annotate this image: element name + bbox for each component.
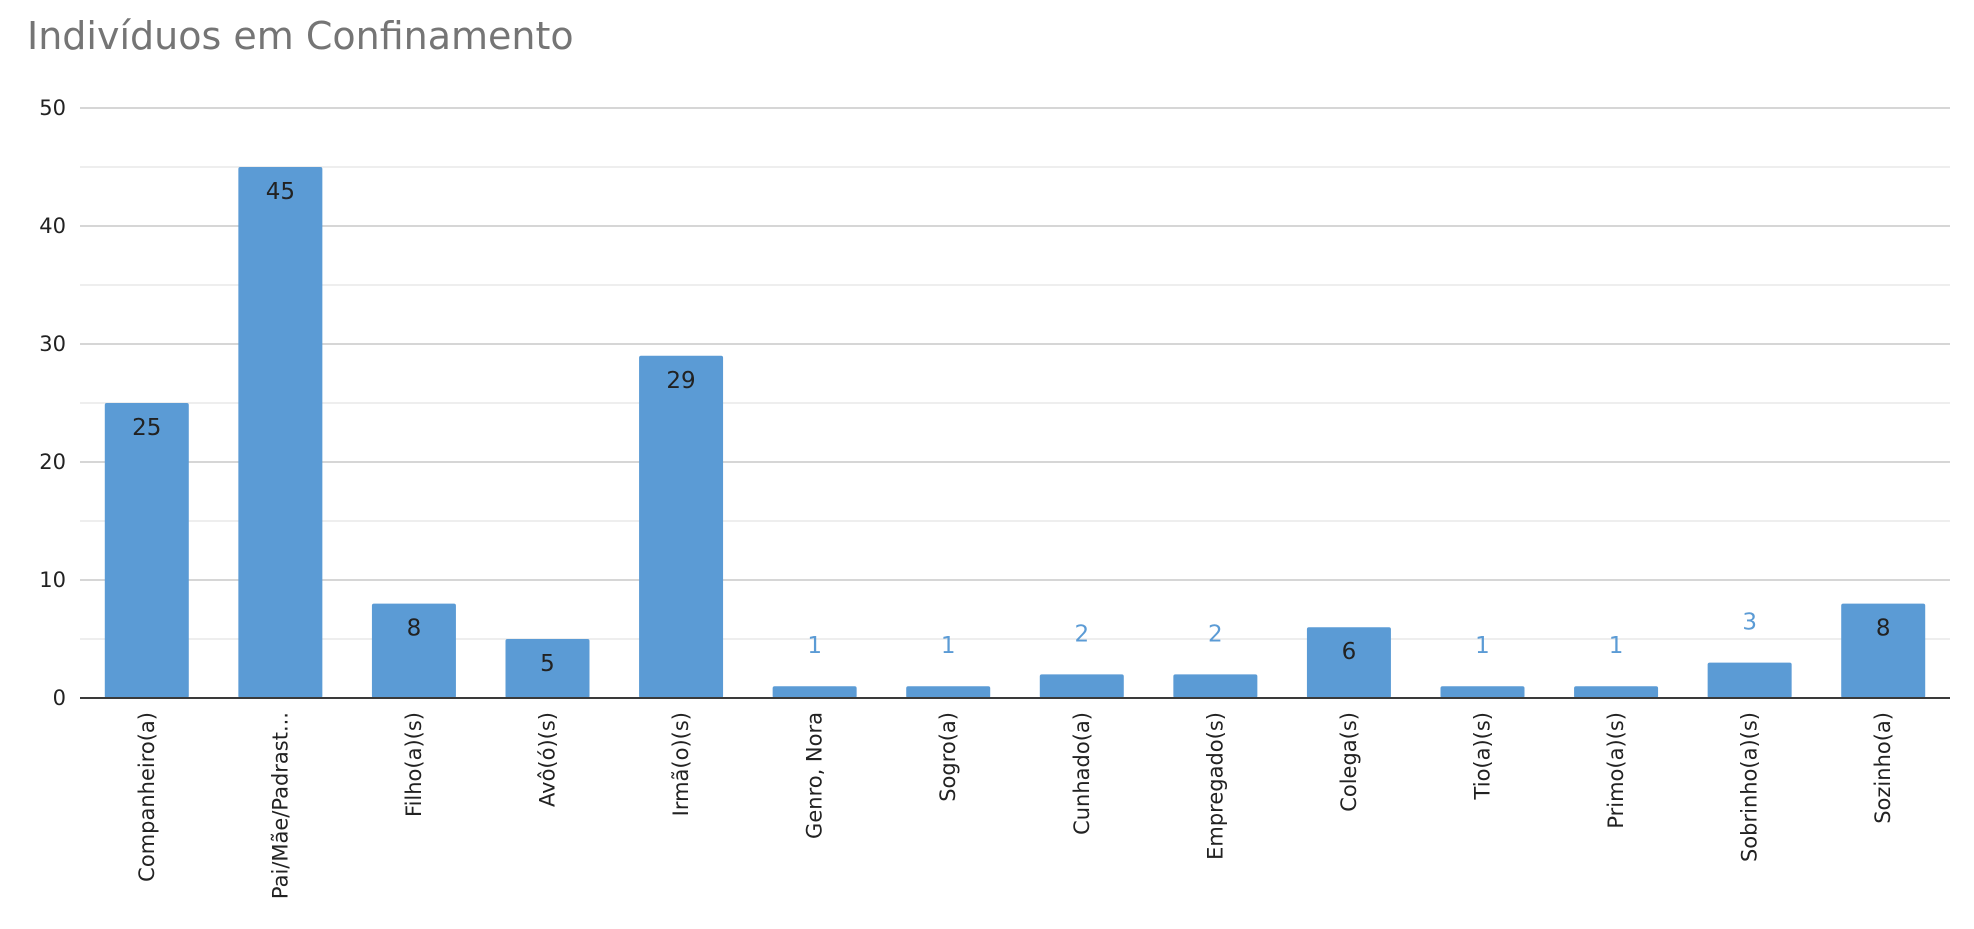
y-tick-label: 0	[53, 686, 66, 710]
bar	[1841, 603, 1926, 698]
bar	[505, 639, 590, 698]
x-axis-category-labels: Companheiro(a) Pai/Mãe/Padrast... Filho(a)…	[135, 712, 1895, 899]
data-label: 8	[1876, 616, 1891, 642]
x-category-label: Companheiro(a)	[135, 712, 159, 882]
bar	[1574, 686, 1659, 698]
y-tick-label: 50	[39, 96, 66, 120]
x-category-label: Tio(a)(s)	[1471, 712, 1495, 800]
bar	[1306, 627, 1391, 698]
x-category-label: Primo(a)(s)	[1604, 712, 1628, 829]
data-label: 1	[941, 633, 956, 659]
bar	[371, 603, 456, 698]
x-category-label: Sobrinho(a)(s)	[1738, 712, 1762, 862]
x-category-label: Filho(a)(s)	[402, 712, 426, 817]
bar	[1707, 662, 1792, 698]
bars	[104, 167, 1926, 698]
y-tick-label: 40	[39, 214, 66, 238]
bar	[238, 167, 323, 698]
x-category-label: Cunhado(a)	[1070, 712, 1094, 835]
chart-title: Indivíduos em Confinamento	[27, 14, 574, 58]
data-label: 5	[540, 651, 555, 677]
y-axis-tick-labels: 0 10 20 30 40 50	[39, 96, 66, 710]
data-label: 1	[807, 633, 822, 659]
data-label: 25	[132, 415, 161, 441]
bar	[1039, 674, 1124, 698]
x-category-label: Irmã(o)(s)	[669, 712, 693, 816]
data-label: 1	[1609, 633, 1624, 659]
x-category-label: Sozinho(a)	[1871, 712, 1895, 824]
x-category-label: Avô(ó)(s)	[536, 712, 560, 807]
data-label: 2	[1074, 621, 1089, 647]
data-label: 45	[266, 179, 295, 205]
data-labels: 25 45 8 5 29 1 1 2 2 6 1 1 3 8	[132, 179, 1890, 677]
gridlines	[80, 107, 1950, 640]
data-label: 1	[1475, 633, 1490, 659]
y-tick-label: 10	[39, 568, 66, 592]
x-category-label: Sogro(a)	[936, 712, 960, 802]
data-label: 8	[407, 616, 422, 642]
bar	[906, 686, 991, 698]
bar	[104, 403, 189, 698]
x-category-label: Genro, Nora	[803, 712, 827, 839]
data-label: 3	[1742, 610, 1757, 636]
y-tick-label: 30	[39, 332, 66, 356]
data-label: 2	[1208, 621, 1223, 647]
x-category-label: Empregado(s)	[1203, 712, 1227, 860]
bar	[772, 686, 857, 698]
data-label: 29	[666, 368, 695, 394]
y-tick-label: 20	[39, 450, 66, 474]
x-category-label: Pai/Mãe/Padrast...	[268, 712, 292, 899]
x-category-label: Colega(s)	[1337, 712, 1361, 812]
bar	[1440, 686, 1525, 698]
bar	[1173, 674, 1258, 698]
bar	[639, 355, 724, 698]
data-label: 6	[1342, 639, 1357, 665]
